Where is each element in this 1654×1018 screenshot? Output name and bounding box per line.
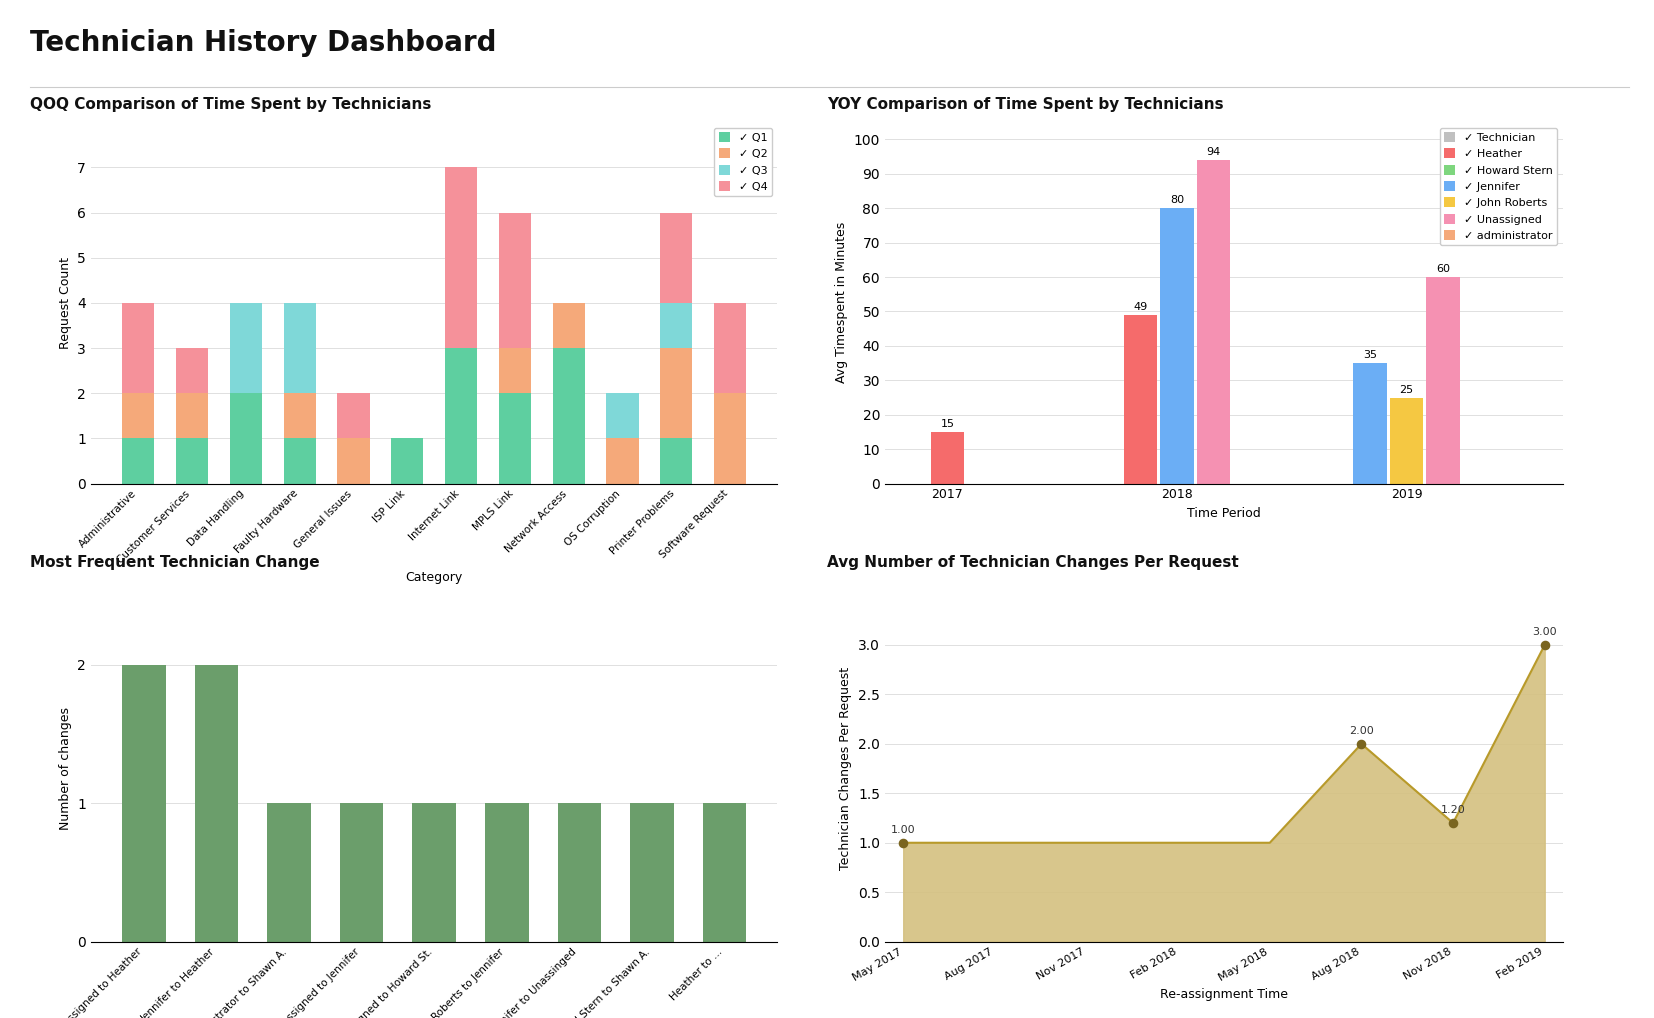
Bar [175,348,208,393]
X-axis label: Time Period: Time Period [1188,507,1260,520]
Point [1532,637,1558,654]
Bar [715,393,746,484]
Bar [412,803,457,942]
Bar [630,803,673,942]
Bar [660,439,693,484]
Text: Avg Number of Technician Changes Per Request: Avg Number of Technician Changes Per Req… [827,555,1239,570]
Text: 25: 25 [1399,385,1414,395]
Bar [1389,397,1424,484]
Text: 3.00: 3.00 [1532,627,1556,637]
Bar [1353,363,1386,484]
Y-axis label: Request Count: Request Count [58,257,71,349]
Y-axis label: Technician Changes Per Request: Technician Changes Per Request [840,667,852,870]
Bar [703,803,746,942]
Bar [175,439,208,484]
Text: 1.00: 1.00 [892,825,916,835]
Text: 15: 15 [941,419,954,430]
X-axis label: Category: Category [405,570,463,583]
Bar [230,393,261,484]
X-axis label: Re-assignment Time: Re-assignment Time [1159,988,1288,1001]
Bar [175,393,208,439]
Bar [122,393,154,439]
Bar [230,303,261,393]
Bar [500,393,531,484]
Text: YOY Comparison of Time Spent by Technicians: YOY Comparison of Time Spent by Technici… [827,97,1224,112]
Bar [552,348,586,484]
Y-axis label: Avg Timespent in Minutes: Avg Timespent in Minutes [835,222,849,384]
Bar [195,665,238,942]
Text: 80: 80 [1169,195,1184,206]
Bar [337,393,369,439]
Bar [607,439,638,484]
Bar [485,803,529,942]
Point [1348,736,1374,752]
Bar [660,303,693,348]
Bar [445,167,478,348]
Legend: ✓ Technician, ✓ Heather, ✓ Howard Stern, ✓ Jennifer, ✓ John Roberts, ✓ Unassigne: ✓ Technician, ✓ Heather, ✓ Howard Stern,… [1439,127,1558,245]
Text: 60: 60 [1436,265,1451,274]
Bar [557,803,600,942]
Text: 35: 35 [1363,350,1378,360]
Point [890,835,916,851]
Bar [500,348,531,393]
Bar [1159,209,1194,484]
Bar [1197,160,1231,484]
Legend: ✓ Q1, ✓ Q2, ✓ Q3, ✓ Q4: ✓ Q1, ✓ Q2, ✓ Q3, ✓ Q4 [715,127,772,196]
Bar [337,439,369,484]
Bar [1426,277,1460,484]
Text: 49: 49 [1133,302,1148,313]
Text: Technician History Dashboard: Technician History Dashboard [30,29,496,57]
Bar [607,393,638,439]
Bar [283,393,316,439]
Bar [660,348,693,439]
Text: 2.00: 2.00 [1350,726,1374,736]
Bar [715,303,746,393]
Text: QOQ Comparison of Time Spent by Technicians: QOQ Comparison of Time Spent by Technici… [30,97,432,112]
Bar [445,348,478,484]
Bar [268,803,311,942]
Y-axis label: Number of changes: Number of changes [58,708,71,830]
Bar [122,665,165,942]
Bar [283,303,316,393]
Point [1441,814,1467,831]
Text: Most Frequent Technician Change: Most Frequent Technician Change [30,555,319,570]
Bar [500,213,531,348]
Bar [283,439,316,484]
Bar [1123,315,1158,484]
Text: 94: 94 [1206,148,1221,157]
Text: 1.20: 1.20 [1441,805,1465,815]
Bar [931,432,964,484]
Bar [390,439,423,484]
Bar [660,213,693,303]
Bar [339,803,384,942]
Bar [122,303,154,393]
Bar [122,439,154,484]
Bar [552,303,586,348]
